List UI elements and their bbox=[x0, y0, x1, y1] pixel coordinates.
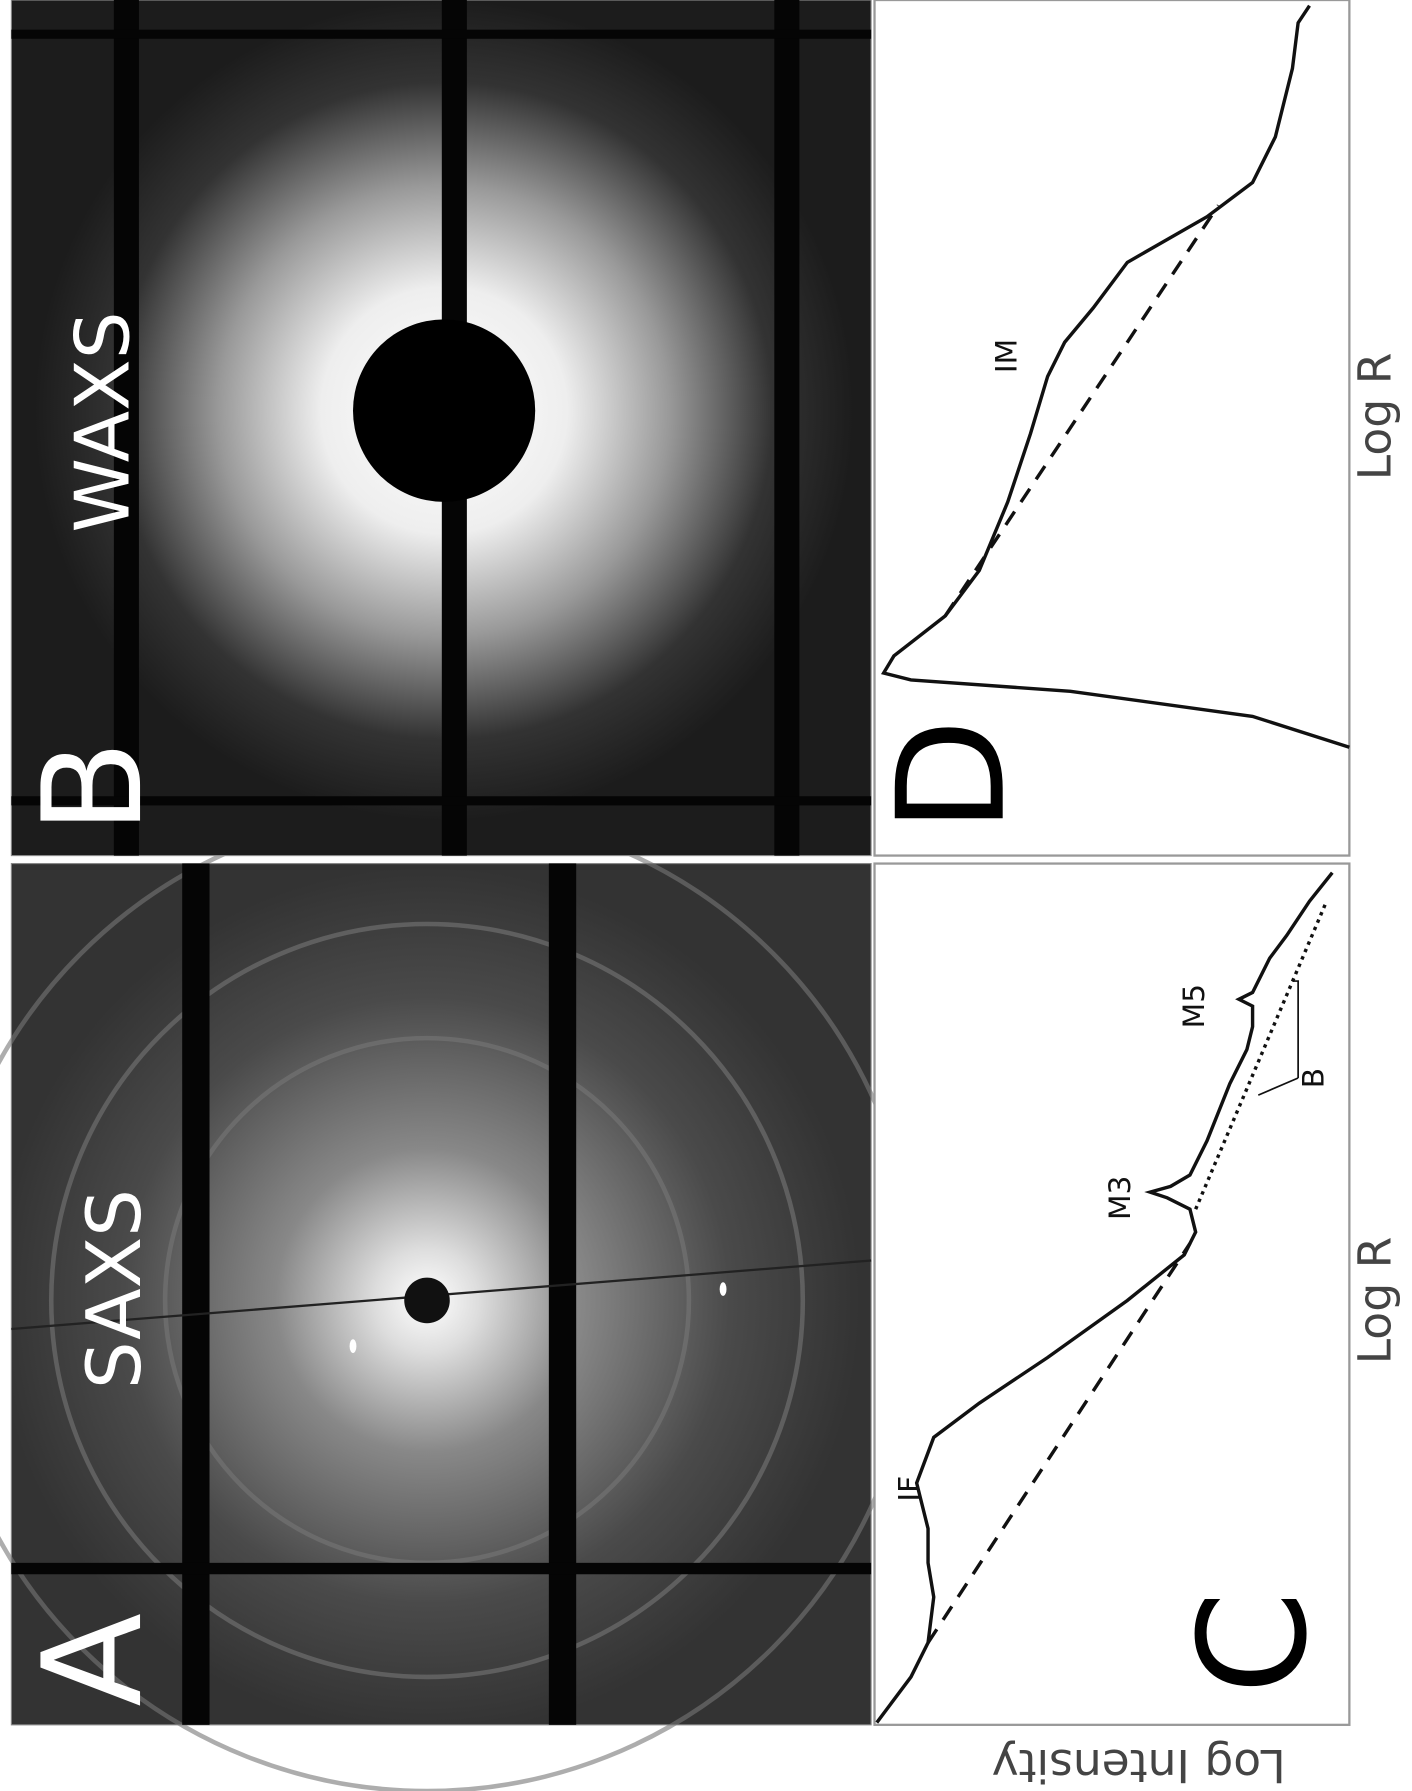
annotation: IM bbox=[988, 339, 1023, 373]
panel-label: C bbox=[1167, 1591, 1340, 1695]
detector-gap bbox=[774, 0, 799, 856]
panel-label: B bbox=[14, 740, 173, 834]
detector-gap bbox=[11, 1563, 871, 1574]
annotation: M5 bbox=[1176, 984, 1211, 1028]
x-axis-label: Log R bbox=[1348, 1237, 1401, 1365]
beam-stop bbox=[353, 319, 535, 502]
figure: A SAXS B WAXS C IF M3 M5 B Log R Log Int… bbox=[0, 0, 1412, 1791]
panel-a: A SAXS bbox=[0, 810, 917, 1791]
spot bbox=[350, 1339, 357, 1353]
panel-b: B WAXS bbox=[11, 0, 871, 856]
spot bbox=[720, 1282, 727, 1296]
detector-gap bbox=[182, 864, 209, 1725]
x-axis-label: Log R bbox=[1348, 353, 1401, 481]
panel-c: C IF M3 M5 B Log R Log Intensity bbox=[875, 864, 1402, 1791]
panel-title: SAXS bbox=[70, 1189, 158, 1389]
detector-gap bbox=[11, 30, 871, 39]
panel-label: D bbox=[865, 719, 1038, 833]
panel-title: WAXS bbox=[59, 311, 147, 532]
panel-d: D IM Log R bbox=[865, 0, 1402, 856]
beam-stop bbox=[404, 1278, 450, 1324]
annotation: M3 bbox=[1102, 1176, 1137, 1220]
detector-gap bbox=[549, 864, 576, 1725]
annotation: IF bbox=[891, 1476, 926, 1502]
panel-label: A bbox=[14, 1613, 173, 1707]
annotation: B bbox=[1296, 1068, 1331, 1088]
y-axis-label: Log Intensity bbox=[992, 1739, 1286, 1791]
